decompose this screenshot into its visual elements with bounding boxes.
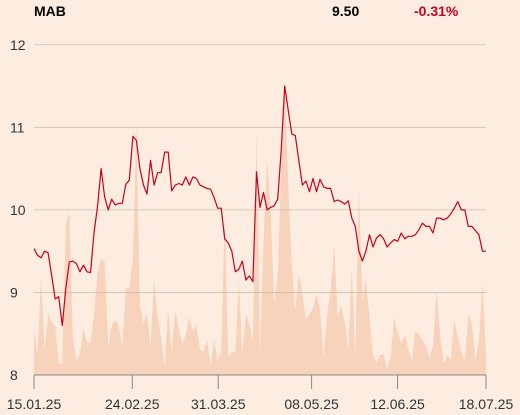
x-tick-label: 24.02.25 [105,396,160,412]
price-line [33,85,486,327]
x-tick-label: 15.01.25 [7,396,62,412]
y-tick-label: 8 [10,367,18,383]
ticker-symbol: MAB [34,3,66,19]
last-price: 9.50 [332,3,360,19]
x-tick-label: 12.06.25 [370,396,425,412]
x-tick-label: 18.07.25 [459,396,514,412]
price-change: -0.31% [414,3,459,19]
y-tick-label: 10 [10,202,26,218]
y-tick-label: 12 [10,37,26,53]
volume-area [34,85,486,375]
x-tick-label: 08.05.25 [284,396,339,412]
y-tick-label: 11 [10,119,25,135]
y-tick-label: 9 [10,284,18,300]
x-tick-label: 31.03.25 [191,396,246,412]
